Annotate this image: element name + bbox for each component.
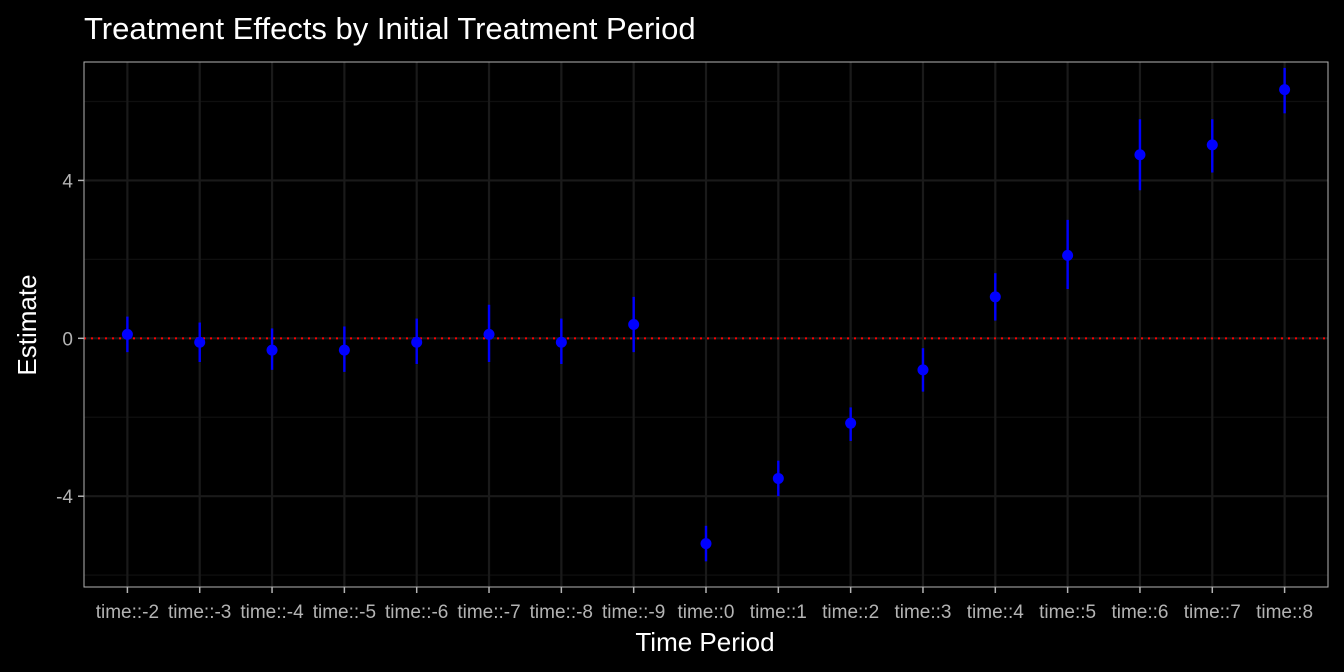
x-tick-label: time::-2: [96, 602, 159, 623]
y-tick-label: 4: [62, 171, 73, 192]
data-point: [1206, 139, 1218, 151]
data-point: [989, 291, 1001, 303]
y-axis-ticks: -4 0 4: [56, 171, 84, 508]
y-tick-label: 0: [62, 329, 73, 350]
data-point: [628, 319, 640, 330]
x-tick-label: time::-6: [385, 602, 448, 623]
x-tick-label: time::8: [1256, 602, 1313, 623]
x-tick-label: time::-5: [313, 602, 376, 623]
data-point: [1062, 249, 1074, 261]
data-point: [917, 364, 929, 376]
x-axis-title: Time Period: [635, 627, 774, 657]
x-tick-label: time::-7: [457, 602, 520, 623]
data-point: [772, 472, 784, 484]
x-tick-label: time::-9: [602, 602, 665, 623]
x-tick-label: time::-4: [240, 602, 304, 623]
data-point: [1279, 84, 1291, 96]
data-point: [338, 344, 350, 356]
x-tick-label: time::1: [750, 602, 807, 623]
x-tick-label: time::4: [967, 602, 1024, 623]
data-point: [411, 336, 423, 348]
data-point: [194, 336, 206, 348]
y-axis-title: Estimate: [12, 274, 42, 375]
x-tick-label: time::2: [822, 602, 879, 623]
y-tick-label: -4: [56, 487, 73, 508]
data-point: [483, 328, 495, 340]
data-point: [700, 538, 712, 550]
x-tick-label: time::6: [1111, 602, 1168, 623]
data-point: [266, 344, 278, 356]
x-tick-label: time::7: [1184, 602, 1241, 623]
grid-lines: [84, 62, 1328, 587]
x-tick-label: time::0: [677, 602, 734, 623]
x-tick-label: time::-3: [168, 602, 231, 623]
x-tick-label: time::5: [1039, 602, 1096, 623]
data-point: [1134, 149, 1146, 161]
x-tick-label: time::-8: [530, 602, 593, 623]
data-point: [121, 328, 133, 340]
x-tick-label: time::3: [894, 602, 951, 623]
data-point: [555, 336, 567, 348]
x-axis-ticks: time::-2 time::-3 time::-4 time::-5 time::-6…: [96, 587, 1313, 623]
data-points-group: [121, 67, 1291, 562]
data-point: [845, 417, 857, 429]
chart-title: Treatment Effects by Initial Treatment P…: [84, 11, 696, 46]
